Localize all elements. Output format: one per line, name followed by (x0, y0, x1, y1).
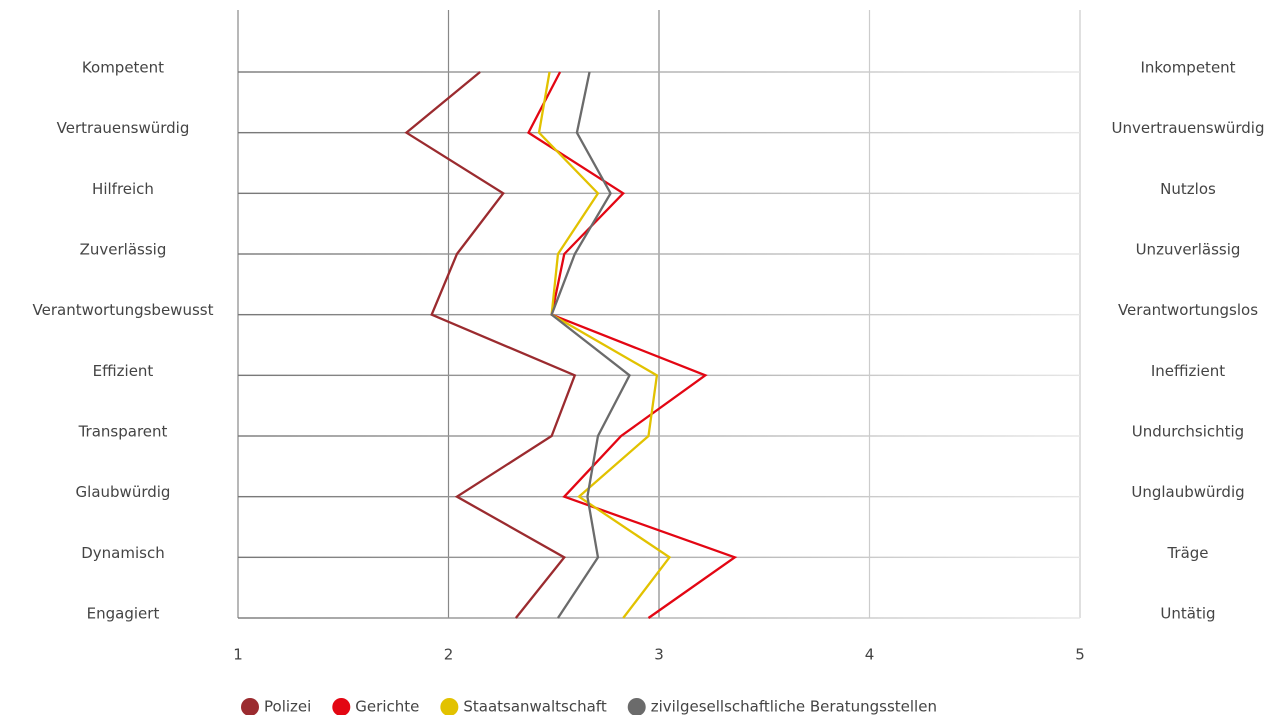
row-line (238, 556, 1080, 559)
x-tick-label: 3 (654, 646, 664, 664)
series-line (526, 71, 738, 619)
left-label: Hilfreich (92, 180, 154, 198)
row-line (238, 617, 1080, 619)
right-label: Verantwortungslos (1118, 301, 1258, 319)
left-label: Kompetent (82, 59, 164, 77)
left-label: Zuverlässig (80, 241, 167, 259)
right-label: Nutzlos (1160, 180, 1216, 198)
right-label: Unzuverlässig (1136, 241, 1241, 259)
left-label: Vertrauenswürdig (57, 119, 190, 137)
legend-label: Polizei (264, 698, 311, 715)
row-line (238, 253, 1080, 255)
legend-marker (627, 698, 646, 715)
legend-marker (241, 698, 259, 715)
right-label: Unglaubwürdig (1131, 483, 1244, 501)
right-label: Unvertrauenswürdig (1112, 119, 1265, 137)
row-line (238, 192, 1080, 195)
x-tick-label: 2 (444, 646, 454, 664)
legend-marker (440, 698, 459, 715)
left-label: Glaubwürdig (76, 483, 171, 501)
row-line (238, 71, 1080, 73)
left-label: Verantwortungsbewusst (33, 301, 214, 319)
left-label: Effizient (93, 362, 154, 380)
right-label: Untätig (1160, 605, 1215, 623)
legend-label: zivilgesellschaftliche Beratungsstellen (651, 698, 937, 715)
x-tick-label: 1 (233, 646, 243, 664)
right-label: Ineffizient (1151, 362, 1225, 380)
series-line (404, 71, 577, 619)
left-label: Dynamisch (81, 544, 164, 562)
x-tick-label: 5 (1075, 646, 1085, 664)
series-line (550, 71, 631, 619)
row-line (238, 313, 1080, 316)
x-tick-label: 4 (865, 646, 875, 664)
left-label: Transparent (78, 423, 168, 441)
legend-label: Staatsanwaltschaft (463, 698, 606, 715)
series-line (537, 71, 672, 619)
row-line (238, 435, 1080, 437)
right-label: Träge (1166, 544, 1208, 562)
right-label: Undurchsichtig (1132, 423, 1244, 441)
left-label: Engagiert (87, 605, 160, 623)
right-label: Inkompetent (1140, 59, 1235, 77)
row-line (238, 495, 1080, 498)
row-line (238, 374, 1080, 377)
legend-marker (332, 698, 351, 715)
legend-label: Gerichte (355, 698, 419, 715)
row-line (238, 131, 1080, 134)
